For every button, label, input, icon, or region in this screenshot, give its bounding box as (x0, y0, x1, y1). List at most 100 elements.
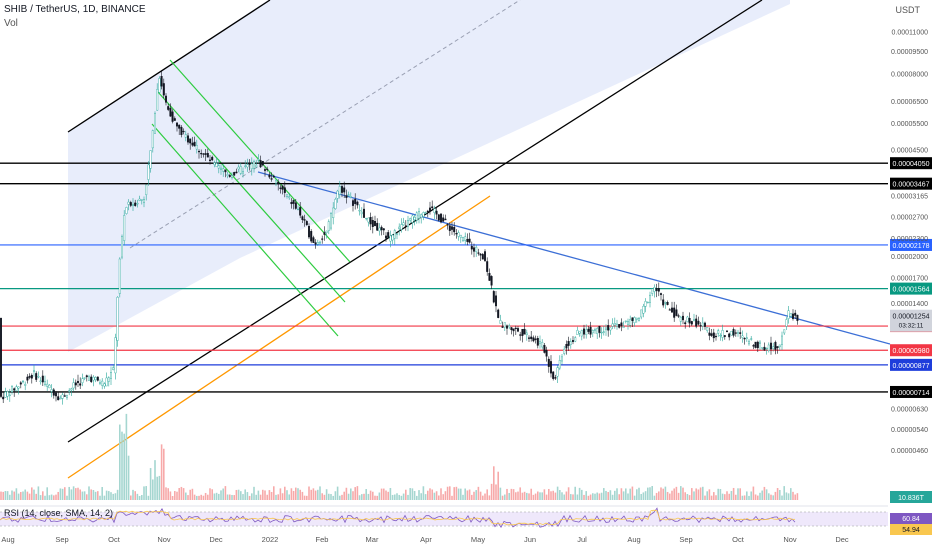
volume-bar (596, 492, 598, 500)
volume-bar (226, 494, 229, 500)
volume-bar (455, 486, 458, 500)
volume-bar (391, 494, 394, 500)
volume-bar (686, 494, 689, 500)
volume-bar (185, 492, 187, 500)
candle-body (413, 217, 416, 221)
x-tick-label: Oct (108, 535, 121, 544)
volume-bar (242, 494, 244, 500)
volume-bar (42, 491, 44, 500)
candle-body (717, 330, 720, 334)
volume-bar (176, 491, 178, 500)
candle-body (6, 391, 9, 397)
volume-bar (108, 491, 110, 500)
candle-body (422, 212, 425, 217)
volume-bar (70, 489, 73, 500)
volume-bar (240, 491, 242, 500)
volume-bar (301, 491, 304, 500)
candle-body (297, 208, 300, 211)
candle-body (17, 386, 20, 389)
volume-bar (90, 489, 92, 500)
candle-body (321, 238, 324, 240)
candle-body (65, 395, 68, 399)
candle-body (173, 118, 176, 121)
volume-bar (64, 487, 66, 500)
candle-body (393, 230, 396, 239)
volume-bar (424, 494, 427, 500)
volume-bar (693, 491, 695, 500)
candle-body (371, 220, 374, 227)
candle-body (620, 322, 623, 326)
price-level-badge (890, 358, 932, 371)
volume-bar (169, 491, 172, 500)
candle-body (510, 327, 513, 331)
volume-bar (620, 488, 623, 500)
current-price-text: 0.00001254 (893, 314, 930, 321)
volume-bar (266, 494, 268, 500)
volume-bar (684, 492, 686, 500)
volume-bar (262, 489, 264, 500)
candle-body (237, 166, 240, 170)
candle-body (151, 130, 154, 149)
candle-body (792, 313, 795, 319)
currency-label: USDT (895, 5, 921, 15)
candle-body (554, 377, 557, 379)
candle-body (2, 396, 5, 400)
candle-body (409, 218, 412, 221)
candle-body (765, 347, 768, 350)
x-tick-label: Dec (209, 535, 223, 544)
volume-bar (354, 487, 356, 500)
volume-bar (561, 492, 563, 500)
candle-body (708, 332, 711, 336)
x-tick-label: Apr (420, 535, 432, 544)
candle-body (675, 309, 678, 316)
candle-body (684, 322, 687, 325)
volume-bar (295, 487, 297, 500)
candle-body (314, 242, 317, 245)
candle-body (57, 396, 60, 401)
volume-bar (477, 486, 480, 500)
candle-body (8, 394, 11, 396)
volume-bar (750, 491, 752, 500)
candle-body (794, 312, 797, 316)
volume-bar (429, 488, 431, 500)
volume-bar (112, 493, 114, 500)
volume-bar (345, 487, 348, 500)
volume-bar (554, 492, 557, 500)
volume-bar (134, 491, 136, 500)
volume-bar (204, 492, 207, 500)
candle-body (767, 344, 770, 351)
volume-bar (589, 494, 592, 500)
volume-bar (539, 492, 541, 500)
volume-bar (521, 492, 524, 500)
candle-body (682, 315, 685, 321)
volume-bar (543, 489, 546, 500)
volume-bar (154, 460, 156, 500)
candle-body (206, 153, 209, 158)
candle-body (22, 380, 25, 383)
candle-body (125, 207, 128, 214)
candle-body (109, 372, 112, 379)
volume-bar (281, 493, 284, 500)
volume-bar (660, 487, 662, 500)
volume-bar (178, 488, 180, 500)
volume-bar (88, 486, 90, 500)
volume-bar (132, 489, 134, 500)
volume-bar (442, 494, 444, 500)
x-tick-label: Mar (366, 535, 379, 544)
volume-bar (759, 492, 761, 500)
candle-body (149, 150, 152, 169)
candle-body (418, 211, 421, 219)
volume-bar (746, 491, 748, 500)
candle-body (376, 222, 379, 231)
volume-bar (655, 492, 658, 500)
volume-bar (785, 492, 788, 500)
candle-body (679, 316, 682, 322)
volume-bar (732, 487, 735, 500)
volume-bar (255, 494, 257, 500)
candle-body (193, 141, 196, 147)
candle-body (715, 335, 718, 338)
candle-body (191, 142, 194, 146)
volume-bar (127, 455, 130, 500)
volume-bar (264, 490, 266, 500)
